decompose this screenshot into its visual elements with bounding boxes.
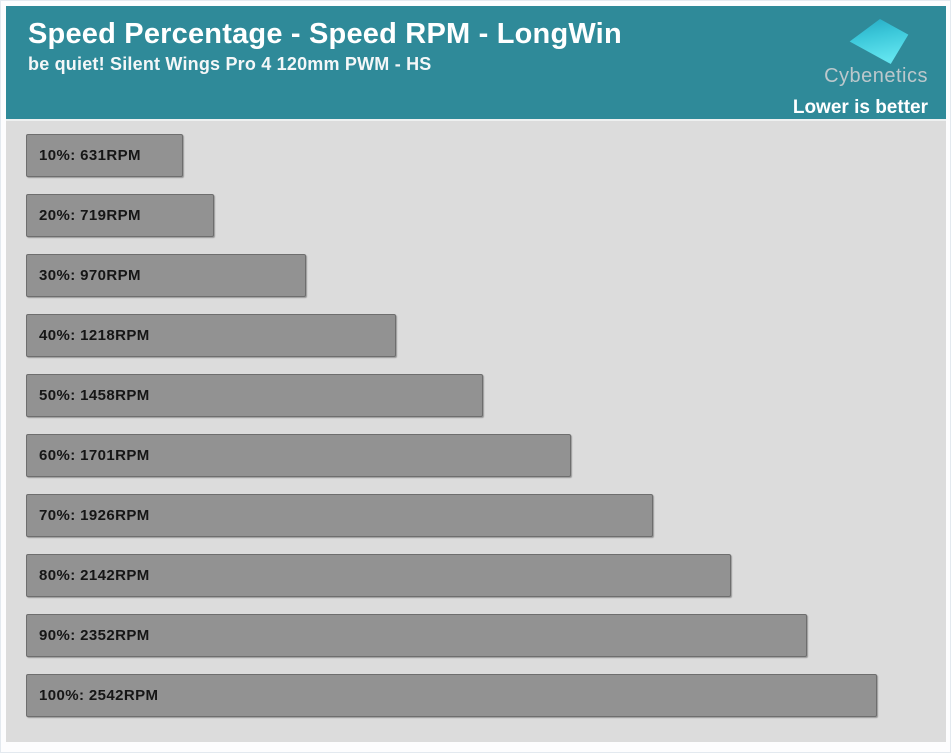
bar-30%: 30%: 970RPM <box>26 254 306 297</box>
chart-title: Speed Percentage - Speed RPM - LongWin <box>28 18 622 50</box>
header-brand-block: Cybenetics Lower is better <box>793 19 928 119</box>
bar-row: 40%: 1218RPM <box>26 314 926 357</box>
bar-60%: 60%: 1701RPM <box>26 434 572 477</box>
bar-label: 20%: 719RPM <box>39 207 141 224</box>
header-titles: Speed Percentage - Speed RPM - LongWin b… <box>28 18 622 119</box>
bar-row: 60%: 1701RPM <box>26 434 926 477</box>
bar-90%: 90%: 2352RPM <box>26 614 808 657</box>
bar-20%: 20%: 719RPM <box>26 194 215 237</box>
bar-label: 30%: 970RPM <box>39 267 141 284</box>
bar-label: 60%: 1701RPM <box>39 447 150 464</box>
bar-70%: 70%: 1926RPM <box>26 494 653 537</box>
bar-10%: 10%: 631RPM <box>26 134 183 177</box>
bar-label: 100%: 2542RPM <box>39 687 159 704</box>
bar-50%: 50%: 1458RPM <box>26 374 483 417</box>
bar-label: 50%: 1458RPM <box>39 387 150 404</box>
bar-80%: 80%: 2142RPM <box>26 554 732 597</box>
bar-row: 90%: 2352RPM <box>26 614 926 657</box>
chart-subtitle: be quiet! Silent Wings Pro 4 120mm PWM -… <box>28 53 432 74</box>
bar-label: 70%: 1926RPM <box>39 507 150 524</box>
bar-row: 80%: 2142RPM <box>26 554 926 597</box>
chart-area: 10%: 631RPM 20%: 719RPM 30%: 970RPM 40%: 12… <box>6 119 946 742</box>
bar-100%: 100%: 2542RPM <box>26 674 877 717</box>
bar-label: 90%: 2352RPM <box>39 627 150 644</box>
bar-label: 10%: 631RPM <box>39 147 141 164</box>
bar-row: 100%: 2542RPM <box>26 674 926 717</box>
bar-40%: 40%: 1218RPM <box>26 314 396 357</box>
bar-row: 10%: 631RPM <box>26 134 926 177</box>
logo-wrap <box>829 19 928 64</box>
bar-row: 30%: 970RPM <box>26 254 926 297</box>
lower-is-better-note: Lower is better <box>792 97 928 118</box>
bar-label: 40%: 1218RPM <box>39 327 150 344</box>
chart-header: Speed Percentage - Speed RPM - LongWin b… <box>6 6 946 119</box>
bar-row: 20%: 719RPM <box>26 194 926 237</box>
bar-row: 50%: 1458RPM <box>26 374 926 417</box>
brand-name: Cybenetics <box>824 65 928 87</box>
chart-card: Speed Percentage - Speed RPM - LongWin b… <box>6 6 946 742</box>
bar-row: 70%: 1926RPM <box>26 494 926 537</box>
cybenetics-logo-icon <box>849 19 908 64</box>
bar-label: 80%: 2142RPM <box>39 567 150 584</box>
